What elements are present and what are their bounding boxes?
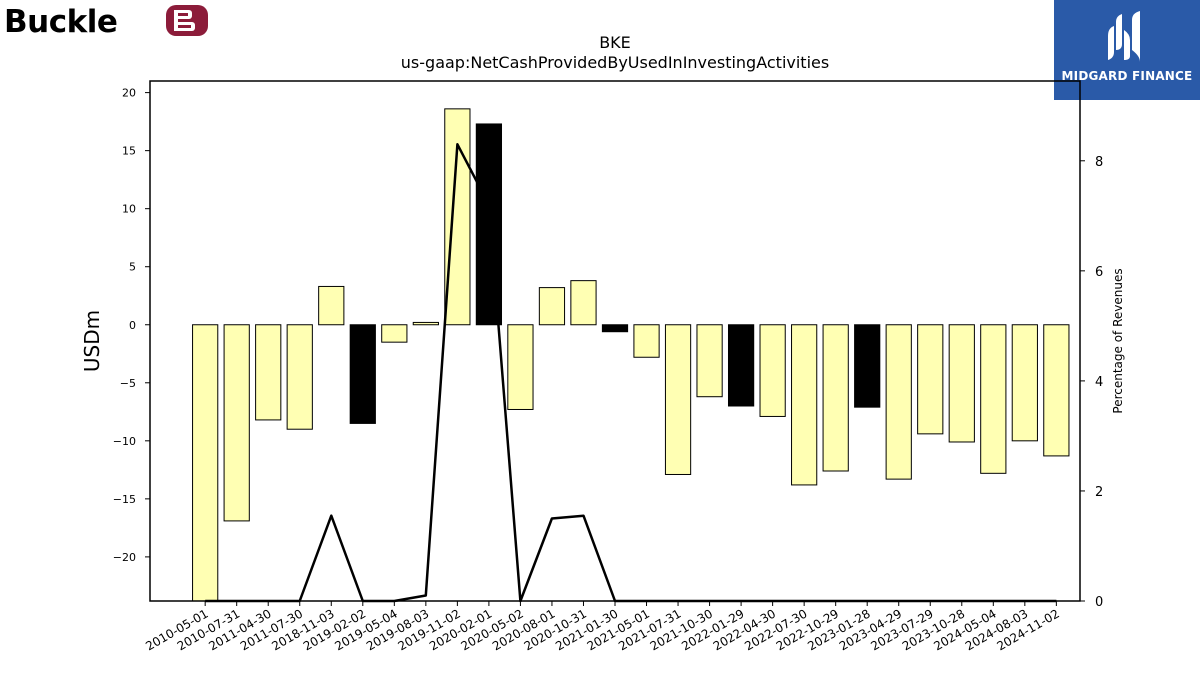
- y-tick-label: 20: [122, 87, 136, 100]
- bar-2024-08-03: [1011, 324, 1038, 442]
- y2-tick-label: 6: [1095, 265, 1103, 280]
- y-tick-label: −15: [113, 493, 136, 506]
- bar-2011-07-30: [286, 324, 313, 430]
- bar-2019-08-03: [412, 321, 439, 326]
- y-axis-label: USDm: [80, 310, 104, 372]
- bar-2010-07-31: [223, 324, 250, 522]
- y-right-axis: 0 2 4 6 8: [1080, 155, 1103, 610]
- midgard-finance-logo: MIDGARD FINANCE: [1054, 0, 1200, 100]
- bar-2022-07-30: [791, 324, 818, 486]
- bar-2023-07-29: [917, 324, 944, 435]
- midgard-mark-icon: [1108, 11, 1140, 62]
- bar-2022-01-29: [727, 324, 755, 407]
- bar-2022-04-30: [759, 324, 786, 417]
- bar-2021-07-31: [664, 324, 692, 475]
- bar-2020-02-01: [475, 123, 503, 326]
- chart-title: BKE: [599, 33, 631, 52]
- bar-2011-04-30: [255, 324, 282, 421]
- bar-2010-05-01: [192, 324, 219, 602]
- y-tick-label: 5: [129, 261, 136, 274]
- bar-2019-02-02: [349, 324, 376, 424]
- y2-tick-label: 2: [1095, 485, 1103, 500]
- x-axis: 2010-05-012010-07-312011-04-302011-07-30…: [143, 601, 1062, 653]
- y-left-axis: −20 −15 −10 −5 0 5 10 15 20: [113, 87, 150, 564]
- chart-subtitle: us-gaap:NetCashProvidedByUsedInInvesting…: [400, 53, 830, 72]
- buckle-logo: Buckle: [4, 3, 210, 40]
- bar-2024-11-02: [1043, 324, 1070, 457]
- bars-layer: [192, 108, 1070, 602]
- bar-2020-10-31: [570, 280, 597, 326]
- y-tick-label: 10: [122, 203, 136, 216]
- bar-2019-05-04: [381, 324, 408, 343]
- bar-2018-11-03: [318, 285, 345, 326]
- bar-2019-11-02: [444, 108, 471, 326]
- bar-2023-04-29: [885, 324, 912, 480]
- bar-2021-10-30: [696, 324, 723, 398]
- y2-axis-label: Percentage of Revenues: [1111, 268, 1125, 413]
- bar-2021-01-30: [601, 324, 629, 333]
- midgard-logo-text: MIDGARD FINANCE: [1061, 69, 1193, 83]
- y2-tick-label: 8: [1095, 155, 1103, 170]
- buckle-logo-text: Buckle: [4, 4, 117, 39]
- y-tick-label: −20: [113, 551, 136, 564]
- bar-2021-05-01: [633, 324, 660, 358]
- y2-tick-label: 4: [1095, 375, 1103, 390]
- y-tick-label: 0: [129, 319, 136, 332]
- bar-2023-10-28: [948, 324, 975, 443]
- y2-tick-label: 0: [1095, 595, 1103, 610]
- bar-2022-10-29: [822, 324, 849, 472]
- y-tick-label: 15: [122, 145, 136, 158]
- bar-2020-08-01: [538, 287, 566, 326]
- bar-2023-01-28: [854, 324, 881, 408]
- y-tick-label: −5: [120, 377, 136, 390]
- y-tick-label: −10: [113, 435, 136, 448]
- bar-2024-05-04: [980, 324, 1007, 474]
- bar-2020-05-02: [507, 324, 534, 410]
